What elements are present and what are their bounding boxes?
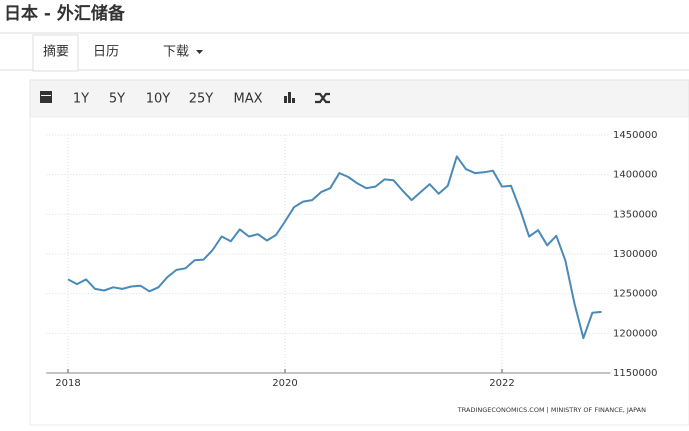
toolbar — [29, 79, 689, 118]
y-tick-label: 1250000 — [613, 289, 658, 300]
bar-chart-icon[interactable] — [284, 92, 295, 103]
y-tick-label: 1150000 — [613, 368, 658, 379]
source: TRADINGECONOMICS.COM | MINISTRY OF FINAN… — [457, 406, 646, 414]
page-title: 日本 - 外汇储备 — [4, 3, 126, 24]
y-tick-label: 1300000 — [613, 249, 658, 260]
range-button[interactable]: 1Y — [73, 92, 89, 107]
chart-panel — [29, 116, 689, 426]
y-tick-label: 1450000 — [613, 130, 658, 141]
data-line — [67, 155, 602, 340]
y-tick-label: 1350000 — [613, 209, 658, 220]
x-tick-label: 2022 — [489, 378, 514, 389]
range-button[interactable]: MAX — [233, 92, 262, 107]
range-button[interactable]: 10Y — [146, 92, 171, 107]
tab[interactable]: 日历 — [93, 45, 119, 60]
y-tick-label: 1400000 — [613, 170, 658, 181]
range-button[interactable]: 5Y — [109, 92, 125, 107]
range-button[interactable]: 25Y — [189, 92, 214, 107]
x-tick-label: 2020 — [272, 378, 297, 389]
y-tick-label: 1200000 — [613, 328, 658, 339]
active-tab — [32, 34, 79, 72]
calendar-icon[interactable] — [40, 91, 52, 103]
tab[interactable]: 下载 — [163, 45, 189, 60]
x-tick-label: 2018 — [55, 378, 80, 389]
chart: 1150000 1200000 1250000 1300000 1350000 14000… — [46, 130, 658, 389]
shuffle-icon[interactable] — [315, 92, 330, 104]
dropdown-caret — [196, 50, 203, 54]
tab[interactable]: 摘要 — [43, 44, 69, 60]
